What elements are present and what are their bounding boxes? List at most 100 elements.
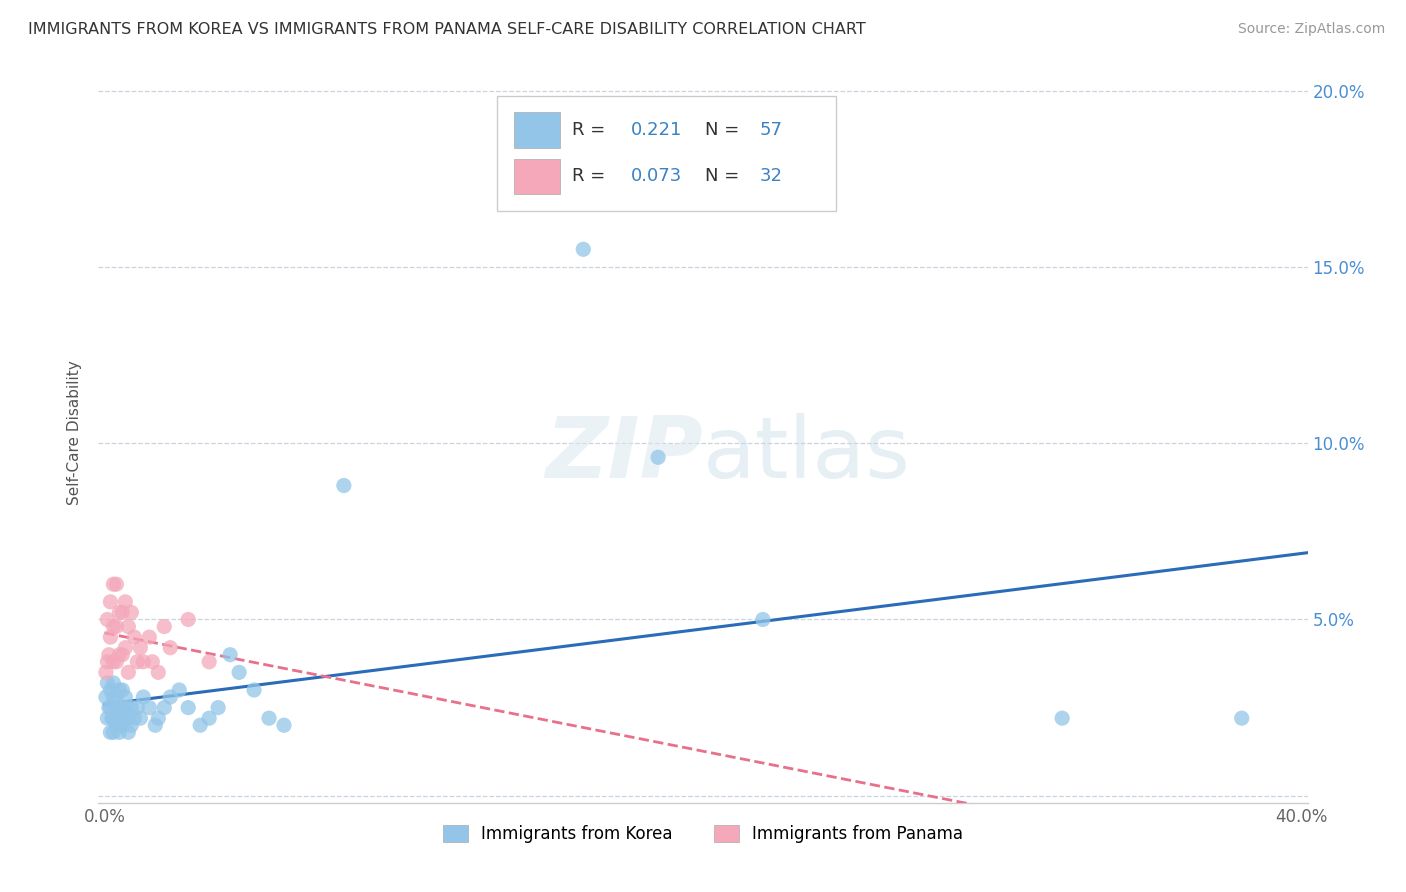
Point [177,700,200,714]
Point [188,718,211,732]
Text: 0.073: 0.073 [630,168,682,186]
Point [153,700,176,714]
Point [111,606,134,620]
Point [111,683,134,698]
Legend: Immigrants from Korea, Immigrants from Panama: Immigrants from Korea, Immigrants from P… [436,819,970,850]
Point [114,700,136,714]
Point [114,690,136,704]
Point [105,700,128,714]
Point [124,630,146,644]
FancyBboxPatch shape [515,159,561,194]
Point [127,655,149,669]
Point [138,700,160,714]
Point [127,700,149,714]
Point [96,612,118,626]
Point [100,683,122,698]
Point [198,711,221,725]
Text: 32: 32 [759,168,783,186]
Point [120,718,142,732]
Point [100,630,122,644]
Point [108,648,131,662]
Point [100,725,122,739]
Point [153,619,176,633]
Point [257,711,280,725]
Text: R =: R = [572,120,612,139]
Point [117,665,139,680]
Point [114,711,136,725]
Point [105,711,128,725]
Text: Source: ZipAtlas.com: Source: ZipAtlas.com [1237,22,1385,37]
Point [103,619,125,633]
Point [120,700,142,714]
Point [228,665,250,680]
Point [114,640,136,655]
Point [111,718,134,732]
Point [103,577,125,591]
Point [111,700,134,714]
Text: ZIP: ZIP [546,413,703,496]
Point [1050,711,1073,725]
Point [105,718,128,732]
Point [159,640,181,655]
Point [103,711,125,725]
Point [108,725,131,739]
Point [96,655,118,669]
Point [129,711,152,725]
Text: atlas: atlas [703,413,911,496]
Point [97,700,120,714]
Text: N =: N = [706,120,745,139]
Y-axis label: Self-Care Disability: Self-Care Disability [67,360,83,505]
Text: 57: 57 [759,120,783,139]
Text: IMMIGRANTS FROM KOREA VS IMMIGRANTS FROM PANAMA SELF-CARE DISABILITY CORRELATION: IMMIGRANTS FROM KOREA VS IMMIGRANTS FROM… [28,22,866,37]
Text: N =: N = [706,168,745,186]
Point [198,655,221,669]
Point [148,711,170,725]
Point [177,612,200,626]
Point [752,612,775,626]
Point [96,711,118,725]
Point [117,725,139,739]
Point [105,690,128,704]
Point [103,690,125,704]
Point [105,577,128,591]
Point [103,655,125,669]
Point [108,606,131,620]
Point [138,630,160,644]
Point [111,648,134,662]
Point [132,690,155,704]
Point [94,690,117,704]
FancyBboxPatch shape [515,112,561,147]
Point [333,478,356,492]
Point [100,700,122,714]
Point [105,655,128,669]
Point [105,619,128,633]
Point [96,676,118,690]
Point [647,450,669,465]
FancyBboxPatch shape [498,95,837,211]
Point [117,619,139,633]
Point [159,690,181,704]
Point [124,711,146,725]
Point [103,676,125,690]
Point [143,718,166,732]
Point [141,655,163,669]
Point [94,665,117,680]
Point [129,640,152,655]
Point [104,700,127,714]
Point [100,595,122,609]
Point [108,683,131,698]
Text: 0.221: 0.221 [630,120,682,139]
Point [103,725,125,739]
Point [1230,711,1253,725]
Point [219,648,242,662]
Point [132,655,155,669]
Point [572,242,595,256]
Point [207,700,229,714]
Point [120,606,142,620]
Point [273,718,295,732]
Point [108,700,131,714]
Point [167,683,190,698]
Point [114,595,136,609]
Point [108,711,131,725]
Point [97,648,120,662]
